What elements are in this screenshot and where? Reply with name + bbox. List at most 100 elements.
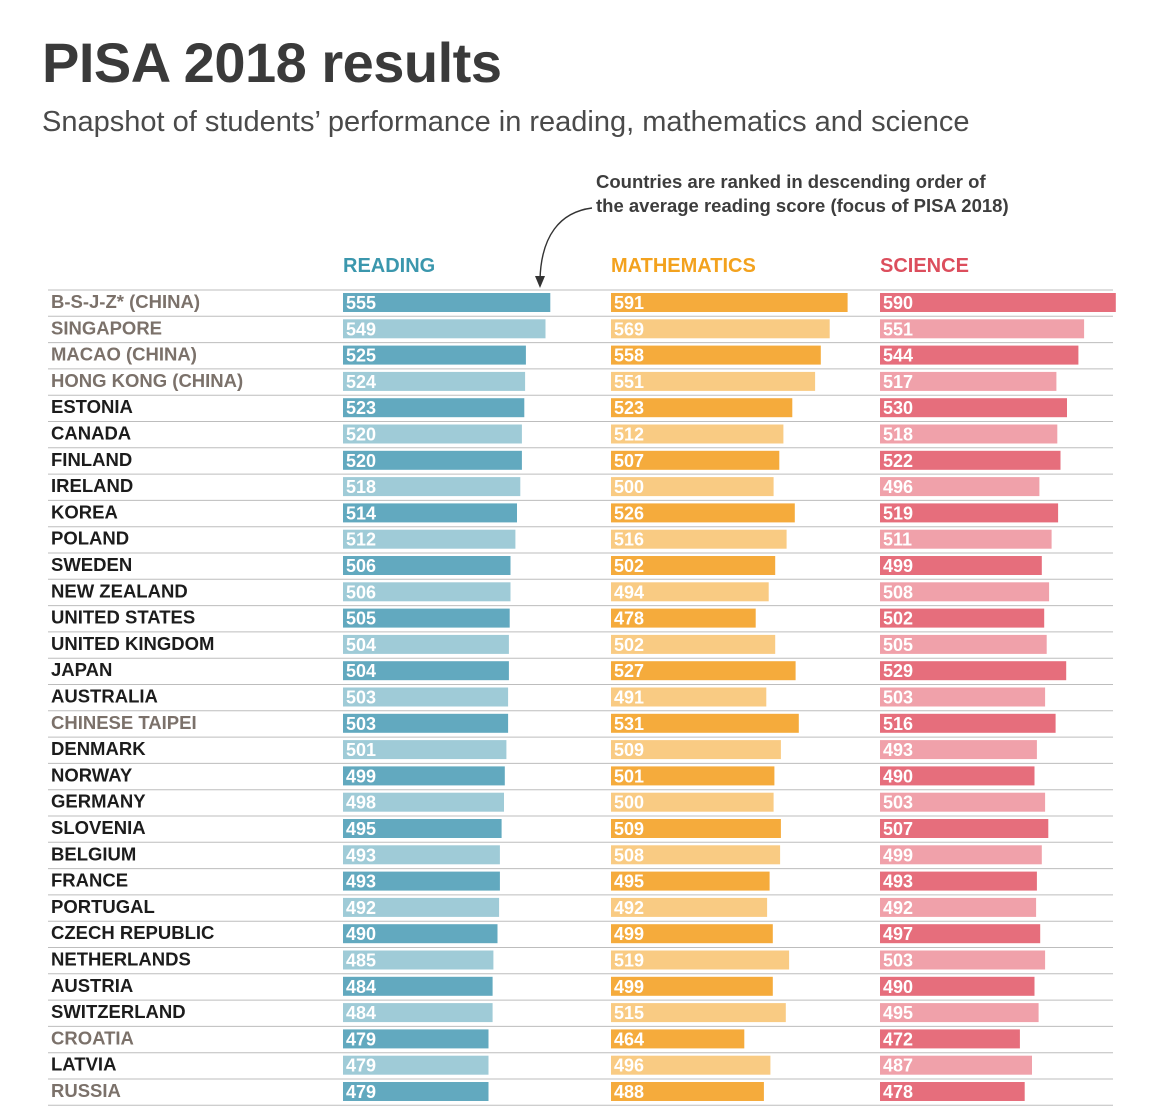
country-label: AUSTRALIA: [51, 686, 158, 707]
reading-value-label: 504: [346, 635, 376, 655]
science-bar: [880, 582, 1050, 602]
science-value-label: 505: [883, 635, 913, 655]
science-value-label: 492: [883, 898, 913, 918]
reading-value-label: 525: [346, 346, 376, 366]
reading-value-label: 503: [346, 688, 376, 708]
country-label: CZECH REPUBLIC: [51, 922, 214, 943]
reading-bar: [343, 529, 516, 549]
country-label: FRANCE: [51, 870, 128, 891]
science-bar: [880, 293, 1116, 312]
science-header: SCIENCE: [880, 255, 969, 277]
mathematics-bar: [611, 950, 790, 970]
mathematics-bar: [611, 1029, 745, 1049]
mathematics-value-label: 527: [614, 661, 644, 681]
reading-bar: [343, 319, 546, 339]
science-value-label: 519: [883, 503, 913, 523]
science-bar: [880, 319, 1085, 339]
reading-bar: [343, 398, 525, 418]
mathematics-bar: [611, 293, 848, 312]
science-value-label: 499: [883, 556, 913, 576]
reading-value-label: 555: [346, 293, 376, 313]
reading-bar: [343, 582, 511, 602]
reading-value-label: 484: [346, 977, 376, 997]
science-bar: [880, 345, 1079, 365]
mathematics-value-label: 569: [614, 319, 644, 339]
mathematics-value-label: 501: [614, 766, 644, 786]
science-value-label: 508: [883, 582, 913, 602]
reading-bar: [343, 503, 517, 523]
country-label: PORTUGAL: [51, 896, 155, 917]
mathematics-value-label: 509: [614, 819, 644, 839]
science-bar: [880, 845, 1042, 865]
science-value-label: 511: [883, 530, 912, 550]
mathematics-bar: [611, 924, 773, 944]
country-label: CROATIA: [51, 1027, 134, 1048]
mathematics-value-label: 500: [614, 477, 644, 497]
science-value-label: 522: [883, 451, 913, 471]
mathematics-value-label: 558: [614, 346, 644, 366]
reading-bar: [343, 371, 526, 391]
science-value-label: 493: [883, 740, 913, 760]
annotation-arrowhead: [535, 276, 545, 288]
science-bar: [880, 1082, 1025, 1101]
country-label: GERMANY: [51, 791, 146, 812]
annotation-arrow: [539, 207, 593, 281]
science-value-label: 499: [883, 845, 913, 865]
science-value-label: 503: [883, 688, 913, 708]
science-value-label: 544: [883, 346, 913, 366]
mathematics-value-label: 507: [614, 451, 644, 471]
country-label: HONG KONG (CHINA): [51, 370, 243, 391]
mathematics-bar: [611, 766, 775, 786]
reading-header: READING: [343, 255, 435, 277]
reading-value-label: 493: [346, 872, 376, 892]
science-bar: [880, 1029, 1020, 1049]
reading-bar: [343, 871, 500, 891]
mathematics-bar: [611, 634, 776, 654]
science-bar: [880, 766, 1035, 786]
country-label: SWEDEN: [51, 554, 132, 575]
country-label: SLOVENIA: [51, 817, 146, 838]
reading-value-label: 512: [346, 530, 376, 550]
science-bar: [880, 661, 1067, 681]
country-label: AUSTRIA: [51, 975, 133, 996]
mathematics-value-label: 496: [614, 1056, 644, 1076]
mathematics-bar: [611, 345, 821, 365]
mathematics-bar: [611, 371, 816, 391]
science-value-label: 503: [883, 951, 913, 971]
mathematics-bar: [611, 845, 781, 865]
annotation-line-2: the average reading score (focus of PISA…: [596, 195, 1009, 216]
science-bar: [880, 529, 1052, 549]
science-bar: [880, 924, 1041, 944]
country-label: MACAO (CHINA): [51, 344, 197, 365]
mathematics-bar: [611, 556, 776, 575]
reading-value-label: 479: [346, 1082, 376, 1102]
chart-subtitle: Snapshot of students’ performance in rea…: [42, 106, 970, 138]
mathematics-value-label: 526: [614, 503, 644, 523]
science-value-label: 530: [883, 398, 913, 418]
reading-bar: [343, 924, 498, 944]
mathematics-value-label: 499: [614, 977, 644, 997]
reading-bar: [343, 845, 500, 865]
science-bar: [880, 608, 1045, 628]
mathematics-value-label: 495: [614, 872, 644, 892]
reading-bar: [343, 634, 509, 654]
science-value-label: 487: [883, 1056, 913, 1076]
mathematics-value-label: 512: [614, 425, 644, 445]
reading-value-label: 479: [346, 1056, 376, 1076]
reading-bar: [343, 293, 551, 312]
reading-bar: [343, 713, 509, 733]
science-bar: [880, 424, 1058, 444]
reading-value-label: 501: [346, 740, 376, 760]
reading-bar: [343, 766, 505, 786]
science-bar: [880, 371, 1057, 391]
country-label: KOREA: [51, 501, 118, 522]
mathematics-value-label: 502: [614, 556, 644, 576]
annotation-line-1: Countries are ranked in descending order…: [596, 171, 986, 192]
reading-value-label: 503: [346, 714, 376, 734]
reading-bar: [343, 1029, 489, 1049]
mathematics-value-label: 515: [614, 1003, 644, 1023]
mathematics-value-label: 488: [614, 1082, 644, 1102]
reading-bar: [343, 1082, 489, 1101]
mathematics-value-label: 591: [614, 293, 644, 313]
reading-bar: [343, 792, 504, 812]
